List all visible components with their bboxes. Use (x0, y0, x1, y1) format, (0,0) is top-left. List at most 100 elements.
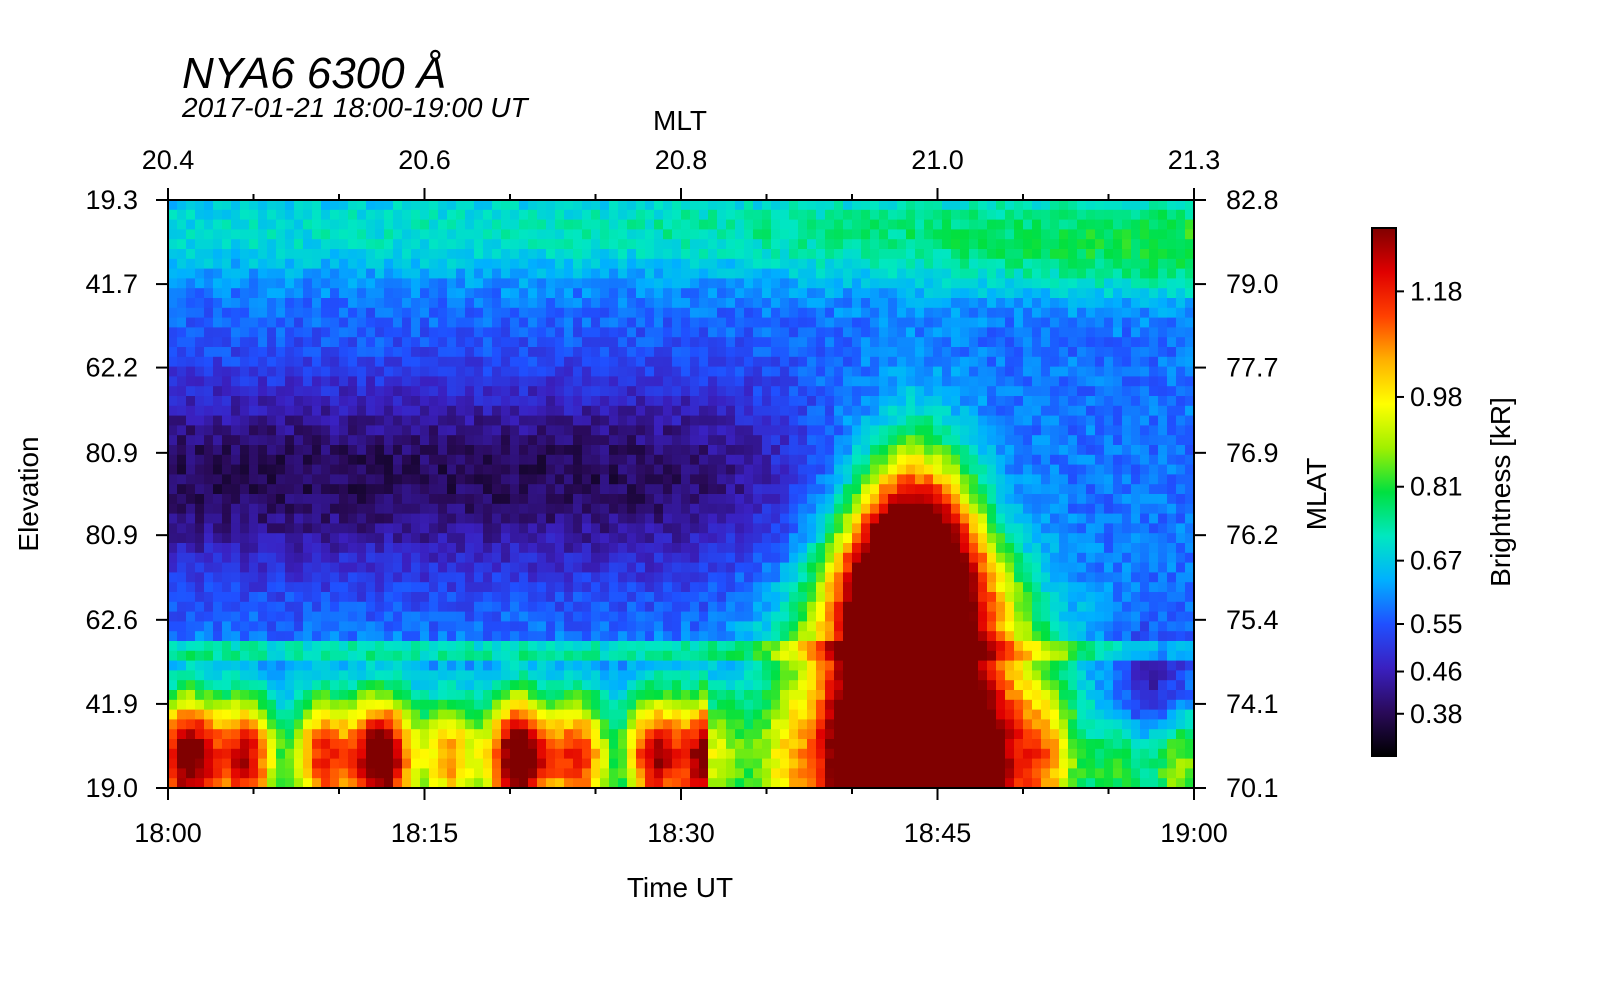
heatmap-cell (807, 268, 817, 279)
heatmap-cell (276, 758, 286, 769)
heatmap-cell (276, 268, 286, 279)
heatmap-cell (348, 680, 358, 691)
heatmap-cell (816, 729, 826, 740)
heatmap-cell (375, 209, 385, 221)
heatmap-cell (618, 298, 628, 309)
heatmap-cell (393, 239, 403, 250)
heatmap-cell (339, 347, 349, 358)
heatmap-cell (204, 464, 214, 475)
heatmap-cell (285, 670, 295, 681)
heatmap-cell (231, 709, 241, 720)
heatmap-cell (573, 513, 583, 524)
heatmap-cell (249, 719, 259, 730)
heatmap-cell (312, 435, 322, 446)
heatmap-cell (195, 337, 205, 348)
heatmap-cell (177, 582, 187, 593)
heatmap-cell (537, 494, 547, 505)
heatmap-cell (258, 327, 268, 338)
heatmap-cell (609, 464, 619, 475)
heatmap-cell (447, 337, 457, 348)
heatmap-cell (861, 200, 871, 211)
heatmap-cell (537, 719, 547, 730)
heatmap-cell (807, 356, 817, 368)
heatmap-cell (195, 454, 205, 466)
heatmap-cell (204, 258, 214, 270)
heatmap-cell (672, 386, 682, 397)
heatmap-cell (888, 670, 898, 681)
heatmap-cell (357, 592, 367, 603)
heatmap-cell (573, 435, 583, 446)
heatmap-cell (204, 533, 214, 544)
heatmap-cell (168, 425, 178, 436)
heatmap-cell (249, 376, 259, 387)
heatmap-cell (240, 415, 250, 426)
heatmap-cell (879, 366, 889, 377)
heatmap-cell (888, 729, 898, 740)
heatmap-cell (888, 601, 898, 613)
heatmap-cell (843, 219, 853, 230)
heatmap-cell (312, 200, 322, 211)
heatmap-cell (267, 552, 277, 564)
heatmap-cell (834, 739, 844, 750)
heatmap-cell (375, 454, 385, 466)
heatmap-cell (780, 650, 790, 662)
heatmap-cell (537, 611, 547, 622)
heatmap-cell (276, 709, 286, 720)
heatmap-cell (726, 572, 736, 583)
heatmap-cell (267, 464, 277, 475)
heatmap-cell (195, 552, 205, 564)
heatmap-cell (672, 699, 682, 711)
heatmap-cell (681, 719, 691, 730)
heatmap-cell (276, 288, 286, 299)
heatmap-cell (402, 229, 412, 240)
heatmap-cell (591, 729, 601, 740)
heatmap-cell (825, 288, 835, 299)
heatmap-cell (492, 209, 502, 221)
heatmap-cell (312, 288, 322, 299)
heatmap-cell (798, 660, 808, 671)
heatmap-cell (636, 435, 646, 446)
heatmap-cell (438, 366, 448, 377)
heatmap-cell (789, 435, 799, 446)
heatmap-cell (474, 376, 484, 387)
heatmap-cell (690, 729, 700, 740)
heatmap-cell (447, 748, 457, 760)
heatmap-cell (798, 592, 808, 603)
heatmap-cell (195, 288, 205, 299)
heatmap-cell (906, 366, 916, 377)
heatmap-cell (429, 641, 439, 652)
heatmap-cell (663, 356, 673, 368)
heatmap-cell (834, 454, 844, 466)
heatmap-cell (294, 366, 304, 377)
heatmap-cell (303, 523, 313, 534)
heatmap-cell (231, 670, 241, 681)
heatmap-cell (654, 219, 664, 230)
heatmap-cell (843, 768, 853, 779)
heatmap-cell (834, 396, 844, 407)
heatmap-cell (321, 719, 331, 730)
heatmap-cell (375, 307, 385, 319)
heatmap-cell (357, 425, 367, 436)
heatmap-cell (735, 288, 745, 299)
heatmap-cell (834, 601, 844, 613)
heatmap-cell (483, 739, 493, 750)
heatmap-cell (591, 621, 601, 632)
heatmap-cell (645, 229, 655, 240)
heatmap-cell (177, 249, 187, 260)
heatmap-cell (357, 258, 367, 270)
heatmap-cell (186, 229, 196, 240)
heatmap-cell (654, 562, 664, 573)
heatmap-cell (636, 533, 646, 544)
heatmap-cell (672, 425, 682, 436)
heatmap-cell (348, 366, 358, 377)
heatmap-cell (294, 200, 304, 211)
heatmap-cell (519, 347, 529, 358)
heatmap-cell (222, 278, 232, 289)
heatmap-cell (429, 356, 439, 368)
heatmap-cell (474, 572, 484, 583)
heatmap-cell (447, 758, 457, 769)
heatmap-cell (771, 650, 781, 662)
heatmap-cell (690, 356, 700, 368)
heatmap-cell (402, 415, 412, 426)
heatmap-cell (663, 543, 673, 554)
